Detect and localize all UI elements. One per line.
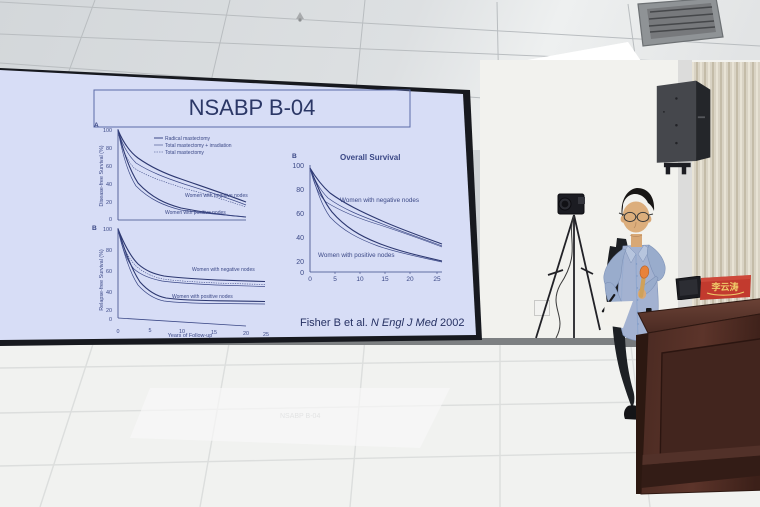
svg-text:40: 40 [106,182,112,188]
svg-text:A: A [94,122,99,129]
svg-text:40: 40 [106,290,112,296]
svg-text:Women with negative nodes: Women with negative nodes [340,197,419,204]
svg-text:60: 60 [106,164,112,170]
svg-text:20: 20 [296,259,304,266]
svg-text:Women with positive nodes: Women with positive nodes [318,252,395,259]
svg-text:40: 40 [296,235,304,242]
svg-text:Fisher B et al. N Engl J Med: Fisher B et al. N Engl J Med 2002 [300,317,464,329]
svg-text:Radical mastectomy: Radical mastectomy [165,136,211,142]
svg-text:100: 100 [103,227,112,233]
svg-text:Women with negative nodes: Women with negative nodes [185,193,248,199]
svg-text:0: 0 [117,329,120,335]
svg-text:5: 5 [149,328,152,334]
svg-text:0: 0 [308,276,312,283]
svg-text:60: 60 [296,211,304,218]
svg-text:0: 0 [300,270,304,277]
svg-text:NSABP B-04: NSABP B-04 [189,95,316,120]
svg-text:Women with positive nodes: Women with positive nodes [172,294,233,300]
svg-text:25: 25 [263,332,269,338]
svg-text:100: 100 [103,128,112,134]
svg-text:Women with negative nodes: Women with negative nodes [192,267,255,273]
svg-text:80: 80 [106,146,112,152]
svg-text:15: 15 [381,276,389,283]
svg-text:Total mastectomy + irradiation: Total mastectomy + irradiation [165,143,232,149]
svg-text:20: 20 [106,308,112,314]
svg-text:Relapse-free Survival (%): Relapse-free Survival (%) [99,249,105,311]
svg-text:20: 20 [406,276,414,283]
svg-text:Disease-free Survival (%): Disease-free Survival (%) [99,145,105,206]
svg-text:60: 60 [106,269,112,275]
svg-text:B: B [292,153,297,160]
svg-text:80: 80 [106,248,112,254]
svg-text:10: 10 [356,276,364,283]
svg-text:20: 20 [243,331,249,337]
svg-text:0: 0 [109,317,112,323]
svg-text:Total mastectomy: Total mastectomy [165,150,204,156]
svg-text:25: 25 [433,276,441,283]
svg-text:B: B [92,225,97,232]
svg-text:0: 0 [109,217,112,223]
svg-text:Women with positive nodes: Women with positive nodes [165,210,226,216]
svg-text:80: 80 [296,187,304,194]
svg-text:Years of Follow-up: Years of Follow-up [168,333,212,339]
svg-text:100: 100 [292,163,304,170]
svg-text:5: 5 [333,276,337,283]
svg-text:20: 20 [106,200,112,206]
svg-text:Overall Survival: Overall Survival [340,153,400,162]
